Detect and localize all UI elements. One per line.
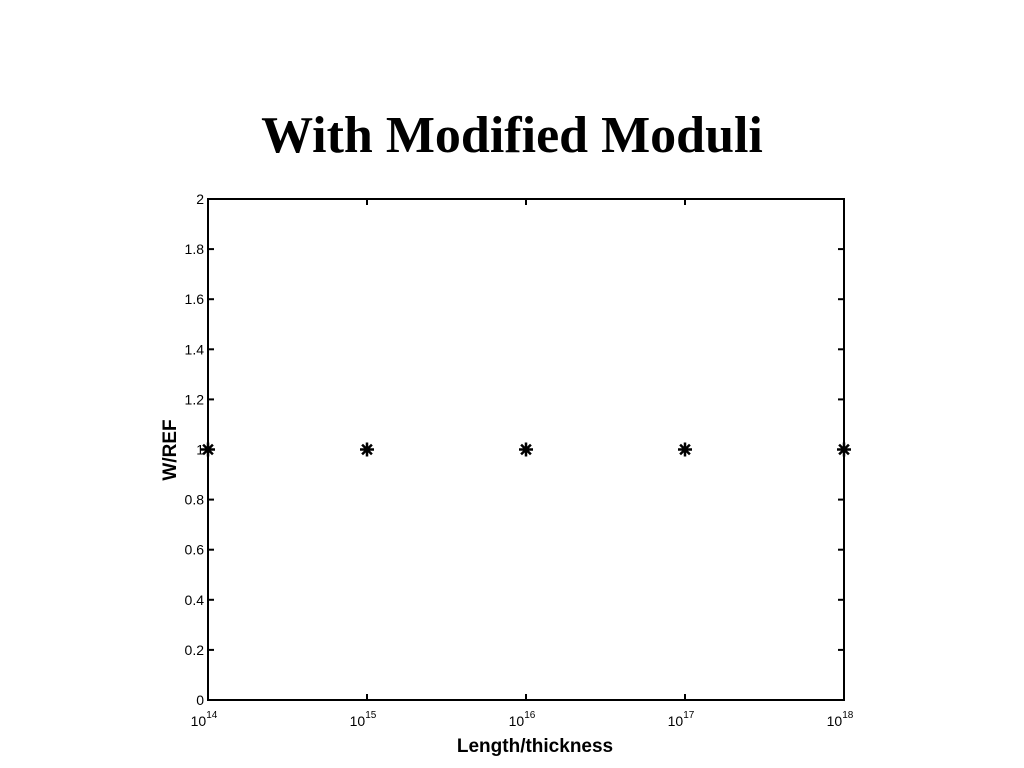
x-axis-label: Length/thickness: [457, 736, 613, 757]
y-tick-label: 1.2: [185, 391, 205, 407]
x-tick-label: 1018: [827, 710, 854, 729]
y-tick-label: 0.6: [185, 542, 205, 558]
x-tick-label: 1014: [191, 710, 218, 729]
data-point: [678, 442, 692, 457]
y-axis-label: W/REF: [160, 419, 181, 480]
y-tick-label: 2: [196, 191, 204, 207]
chart-title: With Modified Moduli: [261, 107, 763, 164]
data-point: [360, 442, 374, 457]
data-point: [201, 442, 215, 457]
y-tick-label: 0.2: [185, 642, 205, 658]
y-tick-label: 1.6: [185, 291, 205, 307]
y-tick-label: 1: [196, 442, 204, 458]
x-tick-label: 1015: [350, 710, 377, 729]
y-tick-label: 0.4: [185, 592, 205, 608]
y-tick-label: 1.8: [185, 241, 205, 257]
x-tick-label: 1017: [668, 710, 695, 729]
y-tick-label: 0.8: [185, 492, 205, 508]
y-tick-label: 0: [196, 692, 204, 708]
y-tick-label: 1.4: [185, 341, 205, 357]
data-point: [837, 442, 851, 457]
data-point: [519, 442, 533, 457]
x-tick-label: 1016: [509, 710, 536, 729]
